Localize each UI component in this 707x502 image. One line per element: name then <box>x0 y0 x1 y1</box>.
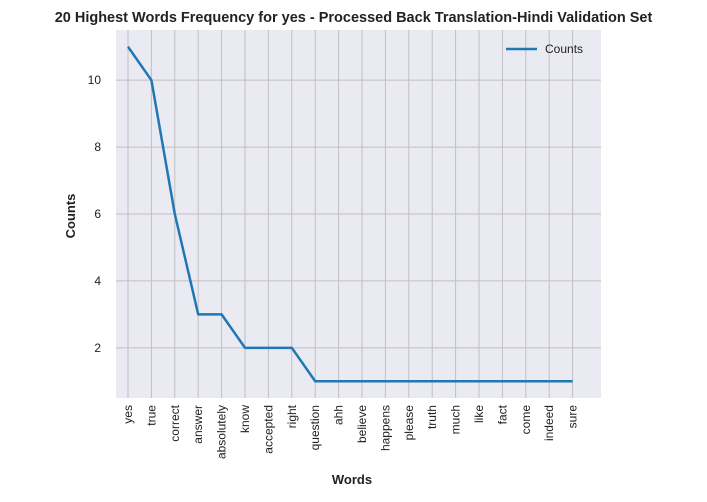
x-tick-label: absolutely <box>215 405 229 459</box>
x-tick-label: question <box>308 405 322 450</box>
x-tick-label: true <box>144 405 158 426</box>
x-tick-label: believe <box>355 405 369 443</box>
y-tick-label: 8 <box>94 140 101 154</box>
legend-entry-counts: Counts <box>545 42 583 56</box>
x-tick-label: sure <box>566 405 580 429</box>
x-tick-label: correct <box>168 404 182 441</box>
x-tick-label: happens <box>378 405 392 451</box>
x-tick-label: ahh <box>332 405 346 425</box>
y-axis-label: Counts <box>63 194 78 239</box>
x-tick-label: accepted <box>261 405 275 454</box>
x-tick-label: much <box>449 405 463 434</box>
x-tick-label: yes <box>121 405 135 424</box>
y-tick-label: 10 <box>88 73 102 87</box>
y-tick-label: 6 <box>94 207 101 221</box>
y-axis: 2 4 6 8 10 <box>88 73 102 355</box>
x-tick-label: truth <box>425 405 439 429</box>
x-tick-label: like <box>472 405 486 423</box>
y-tick-label: 4 <box>94 274 101 288</box>
x-tick-label: know <box>238 405 252 433</box>
y-tick-label: 2 <box>94 341 101 355</box>
x-axis-label: Words <box>332 472 372 487</box>
x-tick-label: come <box>519 405 533 435</box>
x-tick-label: fact <box>495 404 509 424</box>
chart-title: 20 Highest Words Frequency for yes - Pro… <box>55 10 653 26</box>
x-tick-label: please <box>402 405 416 441</box>
x-tick-label: answer <box>191 405 205 444</box>
x-tick-label: right <box>285 404 299 428</box>
x-tick-label: indeed <box>542 405 556 441</box>
